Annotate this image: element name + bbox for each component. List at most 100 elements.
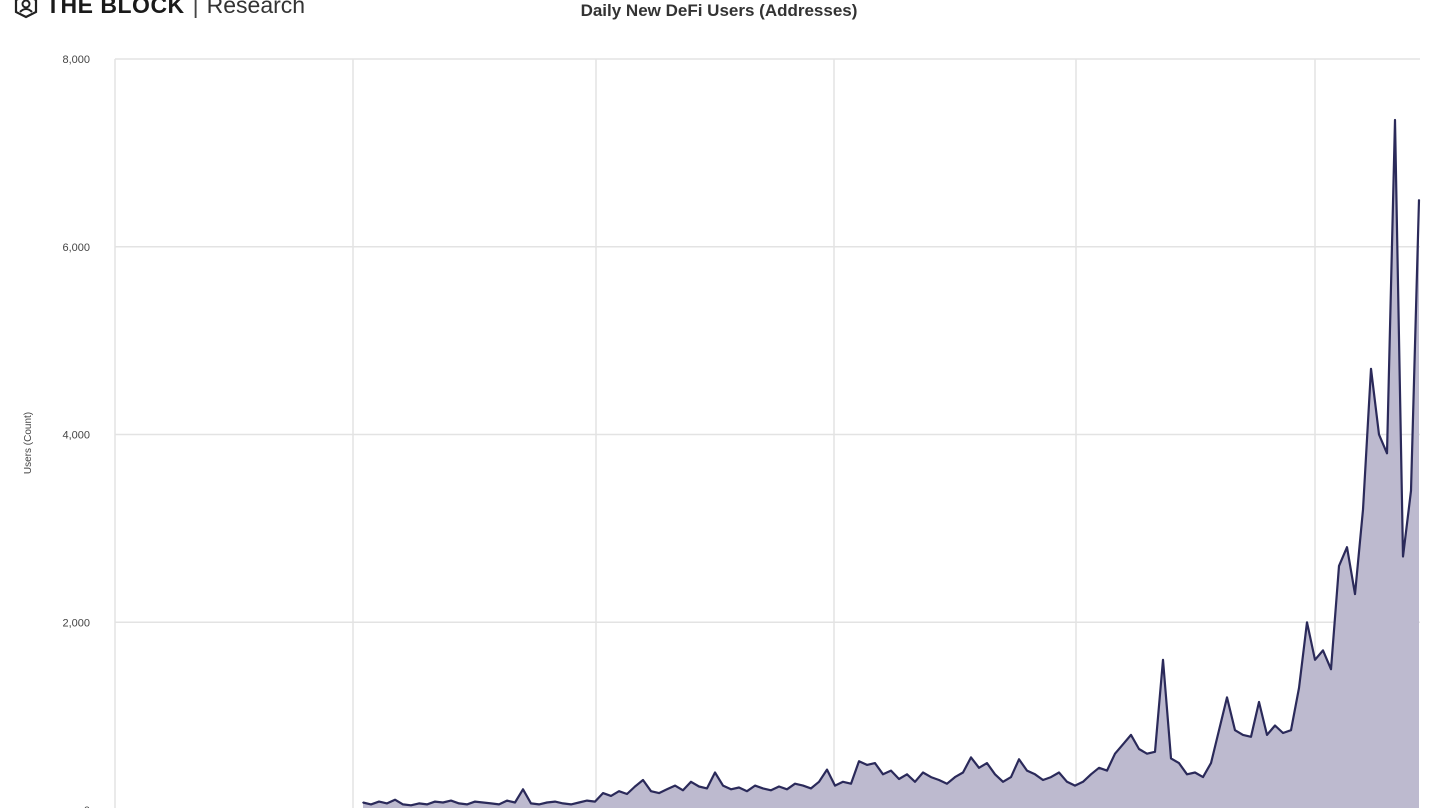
- data-point: [1314, 659, 1316, 661]
- y-tick-label: 8,000: [62, 54, 90, 66]
- data-point: [730, 788, 732, 791]
- data-point: [722, 784, 724, 787]
- data-point: [1130, 734, 1132, 736]
- data-point: [1242, 734, 1244, 736]
- data-point: [402, 803, 404, 806]
- data-point: [914, 781, 916, 783]
- data-point: [1074, 784, 1076, 787]
- data-point: [666, 788, 668, 791]
- data-point: [650, 790, 652, 793]
- data-point: [970, 756, 972, 759]
- data-point: [882, 773, 884, 776]
- data-point: [1354, 593, 1356, 595]
- data-point: [690, 781, 692, 783]
- brand-name: THE BLOCK: [46, 0, 185, 18]
- data-point: [1362, 508, 1364, 511]
- cube-logo-icon: [14, 0, 38, 18]
- data-point: [1154, 750, 1156, 753]
- data-point: [682, 789, 684, 792]
- data-point: [1274, 724, 1276, 727]
- data-point: [890, 769, 892, 772]
- data-point: [602, 792, 604, 794]
- data-point: [1186, 773, 1188, 776]
- data-point: [1018, 758, 1020, 761]
- data-point: [1370, 367, 1372, 370]
- data-point: [642, 779, 644, 781]
- data-point: [1330, 668, 1332, 670]
- data-point: [626, 793, 628, 795]
- data-point: [1410, 490, 1412, 492]
- data-point: [674, 784, 676, 787]
- data-point: [1266, 734, 1268, 736]
- y-tick-label: 4,000: [62, 430, 90, 442]
- data-point: [794, 782, 796, 785]
- data-point: [1418, 199, 1420, 201]
- y-axis-label: Users (Count): [23, 412, 34, 474]
- data-point: [1098, 766, 1100, 769]
- data-point: [986, 762, 988, 764]
- data-point: [1194, 771, 1196, 774]
- data-point: [1218, 729, 1220, 732]
- data-point: [946, 782, 948, 785]
- gridlines: [114, 58, 1420, 808]
- data-point: [554, 800, 556, 803]
- data-point: [522, 788, 524, 791]
- data-point: [1178, 762, 1180, 764]
- brand-separator: |: [192, 0, 199, 18]
- data-point: [1138, 748, 1140, 750]
- data-point: [474, 800, 476, 803]
- data-point: [1386, 452, 1388, 455]
- data-point: [698, 785, 700, 788]
- data-point: [938, 779, 940, 781]
- data-point: [482, 801, 484, 804]
- data-point: [1298, 687, 1300, 689]
- brand-subtitle: Research: [206, 0, 306, 18]
- data-point: [1146, 752, 1148, 755]
- data-point: [842, 781, 844, 783]
- data-point: [538, 803, 540, 806]
- data-point: [778, 785, 780, 788]
- data-point: [978, 766, 980, 769]
- data-point: [418, 802, 420, 805]
- data-point: [1170, 757, 1172, 760]
- data-point: [570, 803, 572, 806]
- data-point: [546, 801, 548, 804]
- data-point: [802, 784, 804, 787]
- data-point: [1082, 781, 1084, 783]
- data-point: [362, 801, 364, 804]
- data-point: [746, 790, 748, 793]
- data-point: [1402, 555, 1404, 558]
- data-point: [458, 802, 460, 805]
- data-point: [1090, 773, 1092, 776]
- data-point: [530, 802, 532, 805]
- data-point: [410, 804, 412, 807]
- data-point: [394, 798, 396, 801]
- data-point: [562, 802, 564, 805]
- data-point: [1322, 649, 1324, 652]
- data-point: [610, 795, 612, 797]
- data-point: [1034, 773, 1036, 776]
- data-point: [1066, 781, 1068, 783]
- data-point: [818, 781, 820, 783]
- data-point: [1306, 621, 1308, 624]
- data-point: [930, 776, 932, 778]
- data-point: [754, 784, 756, 787]
- data-point: [810, 787, 812, 790]
- data-point: [714, 771, 716, 774]
- data-point: [834, 784, 836, 787]
- data-points: [362, 119, 1420, 807]
- data-point: [850, 782, 852, 785]
- data-point: [466, 803, 468, 806]
- data-point: [386, 802, 388, 805]
- series-area-fill: [363, 120, 1419, 808]
- chart-title-text: Daily New DeFi Users (Addresses): [580, 1, 858, 20]
- data-point: [706, 787, 708, 790]
- data-point: [1250, 735, 1252, 738]
- series-line: [362, 118, 1421, 807]
- data-point: [994, 773, 996, 776]
- data-point: [1026, 769, 1028, 772]
- data-point: [490, 802, 492, 805]
- data-point: [370, 803, 372, 806]
- data-point: [1122, 743, 1124, 746]
